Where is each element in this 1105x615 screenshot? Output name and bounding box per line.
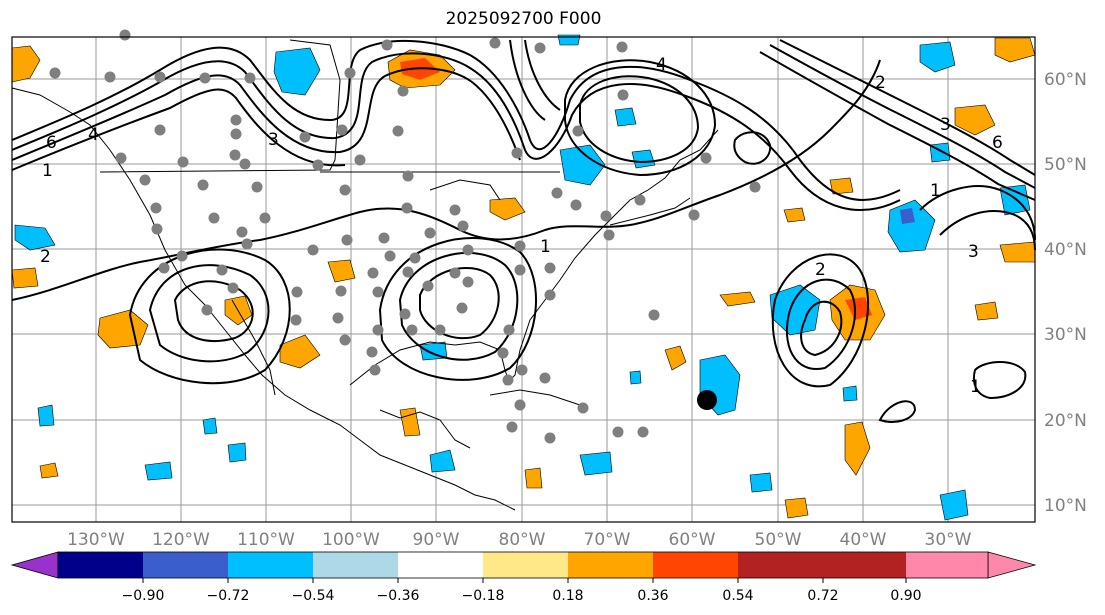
lon-label: 70°W (584, 530, 631, 550)
lat-label: 50°N (1044, 155, 1087, 175)
lat-label: 60°N (1044, 70, 1087, 90)
colorbar-tick-label: 0.36 (637, 588, 668, 604)
colorbar-extend-low (10, 551, 59, 579)
contour-label: 6 (992, 133, 1003, 153)
contour-labels: 6 4 1 2 3 1 2 3 1 1 2 3 6 4 (40, 55, 1003, 397)
lon-label: 30°W (925, 530, 972, 550)
colorbar-segment (568, 552, 653, 578)
colorbar-tick-label: 0.18 (552, 588, 583, 604)
colorbar-tick-label: 0.54 (722, 588, 753, 604)
lat-label: 40°N (1044, 240, 1087, 260)
colorbar-segment (143, 552, 228, 578)
station-dots (49, 29, 761, 444)
colorbar-segment (58, 552, 143, 578)
contour-label: 4 (656, 55, 667, 75)
colorbar: −0.90 −0.72 −0.54 −0.36 −0.18 0.18 0.36 … (10, 551, 1037, 604)
contour-label: 3 (968, 242, 979, 262)
lon-label: 50°W (755, 530, 802, 550)
contour-label: 2 (815, 260, 826, 280)
coastlines (11, 39, 719, 511)
contour-label: 1 (930, 181, 941, 201)
colorbar-segment (483, 552, 568, 578)
contour-label: 1 (540, 237, 551, 257)
contour-label: 3 (940, 115, 951, 135)
colorbar-tick-label: 0.90 (890, 588, 921, 604)
lon-label: 90°W (413, 530, 460, 550)
contour-label: 3 (268, 130, 279, 150)
colorbar-tick-label: −0.90 (122, 588, 165, 604)
contour-label: 2 (40, 247, 51, 267)
colorbar-segment (738, 552, 823, 578)
lon-label: 120°W (152, 530, 210, 550)
map-title: 2025092700 F000 (445, 9, 602, 29)
colorbar-tick-label: −0.72 (207, 588, 250, 604)
map-frame (11, 36, 1036, 523)
lon-label: 80°W (499, 530, 546, 550)
colorbar-segment (398, 552, 483, 578)
colorbar-tick-label: −0.54 (292, 588, 335, 604)
colorbar-tick-label: −0.18 (462, 588, 505, 604)
lon-label: 110°W (237, 530, 295, 550)
colorbar-segment (313, 552, 398, 578)
longitude-labels: 130°W 120°W 110°W 100°W 90°W 80°W 70°W 6… (67, 530, 972, 550)
colorbar-segment (228, 552, 313, 578)
contour-label: 1 (42, 161, 53, 181)
colorbar-segment (823, 552, 906, 578)
lat-label: 30°N (1044, 325, 1087, 345)
lon-label: 100°W (322, 530, 380, 550)
colorbar-tick-label: 0.72 (807, 588, 838, 604)
contour-label: 4 (88, 125, 99, 145)
contour-label: 2 (875, 73, 886, 93)
latitude-labels: 60°N 50°N 40°N 30°N 20°N 10°N (1044, 70, 1087, 516)
colorbar-segment (906, 552, 988, 578)
colorbar-outline (57, 551, 989, 579)
lon-label: 40°W (840, 530, 887, 550)
contour-label: 6 (46, 133, 57, 153)
colorbar-extend-high (987, 551, 1037, 579)
storm-center-marker (697, 390, 717, 410)
lat-label: 20°N (1044, 411, 1087, 431)
colorbar-segment (653, 552, 738, 578)
lat-label: 10°N (1044, 496, 1087, 516)
colorbar-ticks (142, 578, 907, 583)
colorbar-tick-label: −0.36 (377, 588, 420, 604)
contour-label: 1 (970, 377, 981, 397)
lon-label: 130°W (67, 530, 125, 550)
lon-label: 60°W (669, 530, 716, 550)
